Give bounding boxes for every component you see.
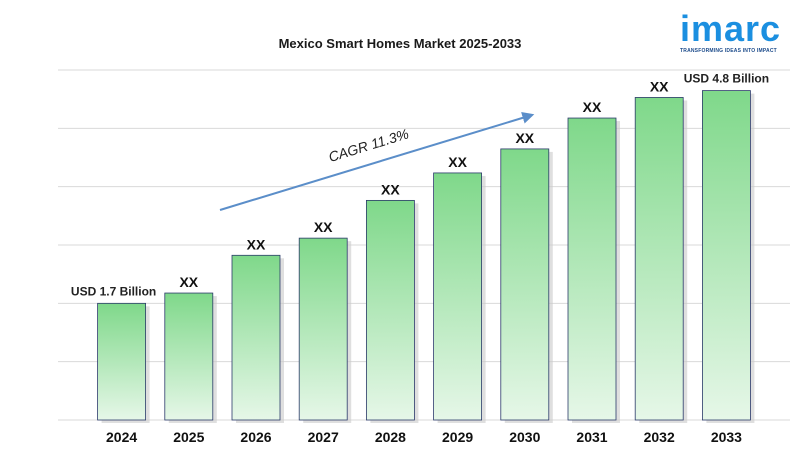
bar-2026 <box>231 254 281 421</box>
bar-2031 <box>567 117 617 421</box>
data-label-2029: XX <box>448 154 467 170</box>
x-tick-2031: 2031 <box>576 429 607 445</box>
imarc-logo: imarc TRANSFORMING IDEAS INTO IMPACT <box>680 8 790 60</box>
data-label-2025: XX <box>179 274 198 290</box>
x-tick-labels: 2024 2025 2026 2027 2028 2029 2030 2031 2032 2033 <box>106 429 742 445</box>
x-tick-2032: 2032 <box>644 429 675 445</box>
bar-2025 <box>164 292 214 421</box>
bar-2027 <box>298 237 348 421</box>
x-tick-2024: 2024 <box>106 429 137 445</box>
x-tick-2026: 2026 <box>240 429 271 445</box>
data-label-2032: XX <box>650 78 669 94</box>
bar-2029 <box>433 172 483 421</box>
bar-2030 <box>500 148 550 421</box>
x-tick-2030: 2030 <box>509 429 540 445</box>
data-labels: USD 1.7 Billion XX XX XX XX XX XX XX XX USD 4.8 B… <box>71 72 769 299</box>
data-label-2031: XX <box>583 99 602 115</box>
bar-2033 <box>702 90 751 421</box>
chart-title: Mexico Smart Homes Market 2025-2033 <box>278 36 522 51</box>
cagr-label: CAGR 11.3% <box>327 125 411 165</box>
bar-2032 <box>634 97 684 421</box>
x-tick-2028: 2028 <box>375 429 406 445</box>
bars <box>97 90 755 424</box>
bar-2028 <box>365 199 415 421</box>
x-tick-2029: 2029 <box>442 429 473 445</box>
data-label-2027: XX <box>314 219 333 235</box>
x-tick-2033: 2033 <box>711 429 742 445</box>
cagr-arrow <box>219 112 535 211</box>
bar-2024 <box>97 302 146 421</box>
data-label-2024: USD 1.7 Billion <box>71 284 156 298</box>
data-label-2028: XX <box>381 181 400 197</box>
x-tick-2027: 2027 <box>308 429 339 445</box>
logo-wordmark: imarc <box>680 8 782 49</box>
x-tick-2025: 2025 <box>173 429 204 445</box>
data-label-2026: XX <box>247 236 266 252</box>
data-label-2030: XX <box>515 130 534 146</box>
logo-tagline: TRANSFORMING IDEAS INTO IMPACT <box>680 48 777 54</box>
data-label-2033: USD 4.8 Billion <box>684 72 769 86</box>
